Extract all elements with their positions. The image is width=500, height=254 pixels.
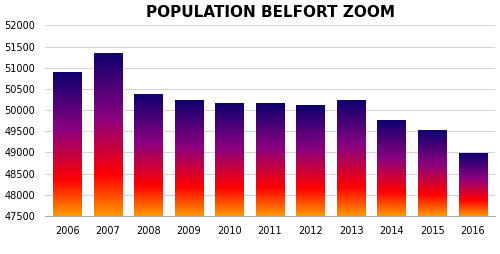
Title: POPULATION BELFORT ZOOM: POPULATION BELFORT ZOOM [146, 5, 394, 20]
